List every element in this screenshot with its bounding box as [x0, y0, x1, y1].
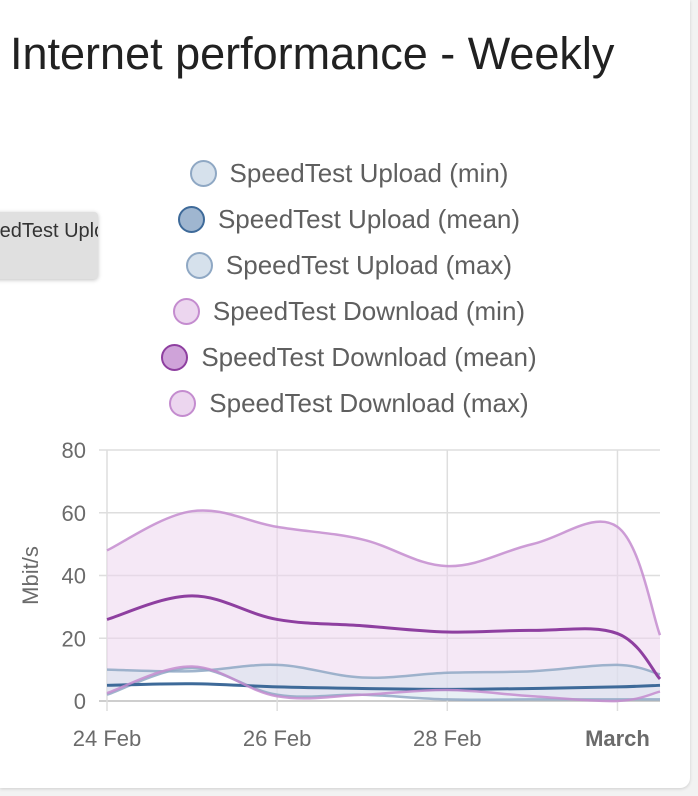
legend-swatch-icon: [185, 251, 213, 279]
legend-swatch-icon: [177, 205, 205, 233]
legend-swatch-icon: [169, 389, 197, 417]
x-tick-label: March: [585, 726, 650, 751]
y-tick-label: 0: [74, 689, 86, 714]
x-tick-label: 28 Feb: [413, 726, 482, 751]
x-tick-label: 24 Feb: [73, 726, 142, 751]
y-tick-label: 60: [62, 501, 86, 526]
x-tick-label: 26 Feb: [243, 726, 312, 751]
y-tick-label: 20: [62, 626, 86, 651]
legend-label: SpeedTest Download (mean): [201, 341, 537, 372]
download-range-band: [107, 510, 660, 702]
legend-item[interactable]: SpeedTest Upload (min): [0, 153, 698, 193]
tooltip-label: SpeedTest Upload (mean): [0, 220, 98, 242]
chart-tooltip: SpeedTest Upload (mean): [0, 212, 98, 279]
upload-range-band: [107, 664, 660, 700]
download-min-line: [106, 665, 661, 703]
legend-item[interactable]: SpeedTest Download (max): [0, 383, 698, 423]
legend-label: SpeedTest Upload (mean): [217, 203, 521, 234]
legend-label: SpeedTest Download (max): [209, 387, 529, 418]
upload-max-line: [106, 663, 661, 679]
legend-item[interactable]: SpeedTest Upload (mean): [0, 199, 698, 239]
y-tick-label: 40: [62, 564, 86, 589]
y-tick-label: 80: [62, 438, 86, 463]
upload-min-line: [106, 666, 660, 702]
legend-swatch-icon: [189, 159, 217, 187]
legend-item[interactable]: SpeedTest Upload (max): [0, 245, 698, 285]
download-mean-line: [106, 594, 662, 681]
legend-item[interactable]: SpeedTest Download (min): [0, 291, 698, 331]
chart-card: Internet performance - Weekly SpeedTest …: [0, 0, 690, 788]
page-title: Internet performance - Weekly: [10, 28, 615, 79]
legend-item[interactable]: SpeedTest Download (mean): [0, 337, 698, 377]
y-axis-label: Mbit/s: [18, 546, 43, 605]
legend-label: SpeedTest Upload (max): [225, 249, 513, 280]
download-max-line: [106, 509, 662, 636]
legend-label: SpeedTest Upload (min): [229, 157, 509, 188]
legend-swatch-icon: [161, 343, 189, 371]
legend-label: SpeedTest Download (min): [212, 295, 526, 326]
legend-swatch-icon: [172, 297, 200, 325]
upload-mean-line: [106, 682, 661, 691]
